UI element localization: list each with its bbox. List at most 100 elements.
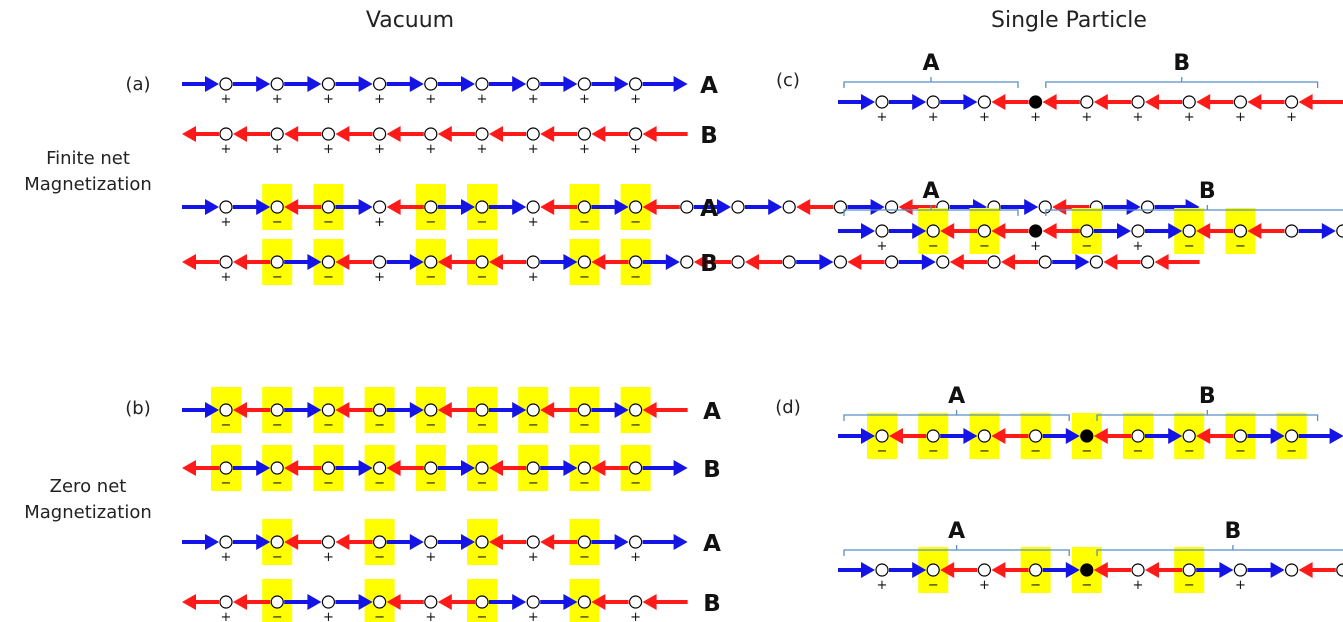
arrow-head	[861, 94, 875, 110]
minus-sign: −	[477, 270, 488, 285]
spin-arrow-left	[889, 428, 927, 444]
lattice-site	[219, 403, 233, 417]
spin-arrow-right	[284, 402, 322, 418]
lattice-site	[628, 535, 643, 549]
arrow-head	[1196, 428, 1211, 444]
spin-arrow-right	[693, 199, 731, 215]
spin-arrow-right	[335, 594, 373, 610]
panel-label-a: (a)	[125, 74, 150, 95]
arrow-head	[386, 126, 401, 142]
spin-arrow-left	[1093, 428, 1131, 444]
arrow-head	[1168, 223, 1183, 239]
arrow-head	[870, 199, 885, 215]
spin-arrow-left	[847, 254, 885, 270]
arrow-head	[912, 562, 927, 578]
spin-arrow-right	[796, 254, 834, 270]
arrow-head	[437, 594, 452, 610]
arrow-head	[1024, 199, 1039, 215]
arrow-head	[898, 199, 913, 215]
spin-arrow-right	[437, 534, 475, 550]
spin-arrow-right	[540, 76, 578, 92]
lattice-site	[526, 403, 540, 417]
lattice-site	[680, 200, 694, 214]
spin-arrow-left	[1247, 223, 1285, 239]
spin-arrow-left	[1154, 254, 1200, 270]
arrow-head	[861, 562, 875, 578]
arrow-head	[386, 199, 401, 215]
lattice-site	[219, 461, 233, 475]
chain-p2-r0: + + + + + + + + + A B	[838, 51, 1343, 125]
plus-sign: +	[272, 92, 283, 107]
spin-arrow-right	[386, 76, 424, 92]
arrow-head	[1093, 94, 1108, 110]
spin-arrow-left	[540, 402, 578, 418]
spin-arrow-left	[991, 428, 1029, 444]
plus-sign: +	[323, 142, 334, 157]
plus-sign: +	[221, 550, 232, 565]
arrow-head	[335, 254, 350, 270]
plus-sign: +	[528, 92, 539, 107]
minus-sign: −	[630, 418, 641, 433]
spin-arrow-left	[233, 254, 271, 270]
spin-arrow-right	[335, 76, 373, 92]
spin-arrow-right	[1103, 199, 1141, 215]
plus-sign: +	[1030, 239, 1041, 254]
spin-arrow-left	[284, 199, 322, 215]
lattice-site	[321, 535, 335, 549]
arrow-head	[461, 534, 475, 550]
arrow-head	[912, 223, 927, 239]
lattice-site	[782, 255, 796, 269]
lattice-site	[628, 403, 643, 417]
spin-arrow-left	[335, 534, 373, 550]
spin-arrow-right	[1145, 428, 1183, 444]
spin-arrow-right	[335, 199, 373, 215]
arrow-head	[358, 460, 373, 476]
plus-sign: +	[221, 142, 232, 157]
minus-sign: −	[579, 418, 590, 433]
arrow-head	[335, 534, 350, 550]
lattice-site	[577, 535, 592, 549]
spin-arrow-right	[233, 460, 271, 476]
spin-arrow-right	[284, 76, 322, 92]
spin-arrow-right	[489, 594, 527, 610]
arrow-head	[284, 126, 299, 142]
spin-arrow-right	[284, 254, 322, 270]
arrow-head	[1001, 254, 1015, 270]
spin-arrow-left	[489, 254, 527, 270]
chain-p3-r0: − − − − − − − − − A B	[838, 384, 1343, 459]
arrow-head	[205, 76, 219, 92]
minus-sign: −	[425, 270, 436, 285]
lattice-site	[628, 127, 643, 141]
arrow-head	[949, 254, 964, 270]
arrow-head	[256, 76, 271, 92]
arrow-head	[182, 460, 196, 476]
arrow-head	[768, 199, 783, 215]
arrow-head	[591, 460, 606, 476]
minus-sign: −	[323, 476, 334, 491]
arrow-head	[307, 594, 322, 610]
particle-site	[1028, 224, 1043, 238]
lattice-site	[1233, 95, 1248, 109]
arrow-head	[1042, 223, 1057, 239]
lattice-site	[977, 563, 992, 577]
spin-arrow-right	[386, 534, 424, 550]
spin-arrow-left	[284, 460, 322, 476]
minus-sign: −	[272, 418, 283, 433]
arrow-head	[1196, 94, 1211, 110]
panel-label-b: (b)	[125, 398, 150, 419]
bracket-line	[1045, 205, 1343, 216]
minus-sign: −	[1030, 578, 1041, 593]
arrow-head	[437, 402, 452, 418]
arrow-head	[1298, 94, 1313, 110]
arrow-head	[1065, 562, 1080, 578]
bracket-label-a: A	[922, 51, 939, 76]
arrow-head	[489, 534, 503, 550]
plus-sign: +	[528, 550, 539, 565]
lattice-site	[219, 127, 233, 141]
lattice-site	[1140, 200, 1155, 214]
spin-arrow-right	[642, 76, 688, 92]
lattice-site	[526, 77, 540, 91]
arrow-head	[1247, 223, 1262, 239]
lattice-site	[424, 255, 438, 269]
plus-sign: +	[425, 92, 436, 107]
